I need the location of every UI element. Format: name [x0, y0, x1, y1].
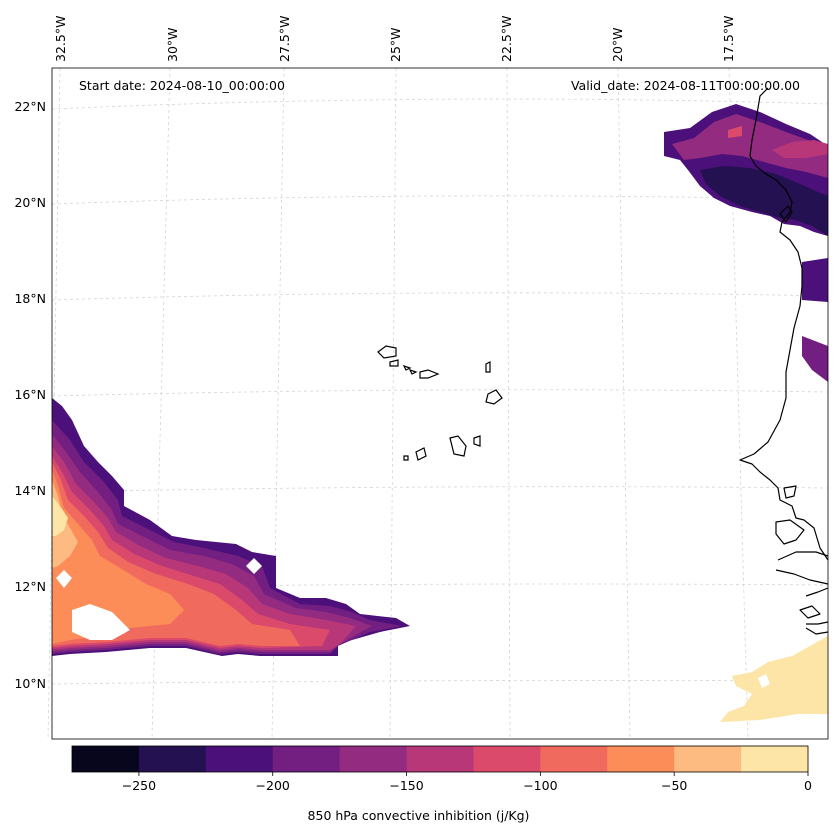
cape-verde-islands — [377, 345, 503, 461]
cin-field-southwest — [52, 398, 410, 656]
colorbar-segment — [205, 746, 274, 772]
lon-label-32-5w: 32.5°W — [53, 16, 68, 62]
colorbar-segment — [473, 746, 541, 772]
colorbar-tick-label: −50 — [661, 778, 687, 793]
lat-label-20n: 20°N — [14, 195, 46, 210]
coastlines — [739, 87, 829, 635]
colorbar-segment — [138, 746, 207, 772]
colorbar-tick-label: −250 — [122, 778, 156, 793]
colorbar: −250 −200 −150 −100 −50 0 — [71, 745, 812, 793]
cin-field-northeast — [664, 104, 828, 382]
lon-label-30w: 30°W — [165, 27, 180, 62]
colorbar-segment — [406, 746, 474, 772]
colorbar-segment — [674, 746, 742, 772]
lon-label-20w: 20°W — [610, 27, 625, 62]
colorbar-tick-label: −100 — [523, 778, 557, 793]
colorbar-segment — [741, 746, 809, 772]
colorbar-tick-label: 0 — [804, 778, 812, 793]
valid-date-annotation: Valid_date: 2024-08-11T00:00:00.00 — [571, 78, 800, 93]
map-frame — [51, 67, 829, 740]
lon-label-22-5w: 22.5°W — [499, 16, 514, 62]
latitude-labels: 22°N 20°N 18°N 16°N 14°N 12°N 10°N — [14, 99, 46, 691]
colorbar-segment — [339, 746, 408, 772]
cin-field-southeast — [720, 636, 828, 722]
lat-label-12n: 12°N — [14, 579, 46, 594]
colorbar-label: 850 hPa convective inhibition (j/Kg) — [307, 808, 530, 823]
lat-label-16n: 16°N — [14, 387, 46, 402]
colorbar-segment — [540, 746, 608, 772]
lon-label-25w: 25°W — [388, 27, 403, 62]
lat-label-10n: 10°N — [14, 676, 46, 691]
lat-label-22n: 22°N — [14, 99, 46, 114]
colorbar-segment — [272, 746, 341, 772]
colorbar-segment — [607, 746, 675, 772]
lat-label-18n: 18°N — [14, 291, 46, 306]
longitude-labels: 32.5°W 30°W 27.5°W 25°W 22.5°W 20°W 17.5… — [53, 16, 736, 62]
lat-label-14n: 14°N — [14, 483, 46, 498]
colorbar-border — [71, 745, 809, 773]
colorbar-tick-label: −150 — [389, 778, 423, 793]
colorbar-segment — [72, 746, 140, 772]
colorbar-tick-label: −200 — [256, 778, 290, 793]
lon-label-17-5w: 17.5°W — [721, 16, 736, 62]
lon-label-27-5w: 27.5°W — [277, 16, 292, 62]
start-date-annotation: Start date: 2024-08-10_00:00:00 — [79, 78, 285, 93]
